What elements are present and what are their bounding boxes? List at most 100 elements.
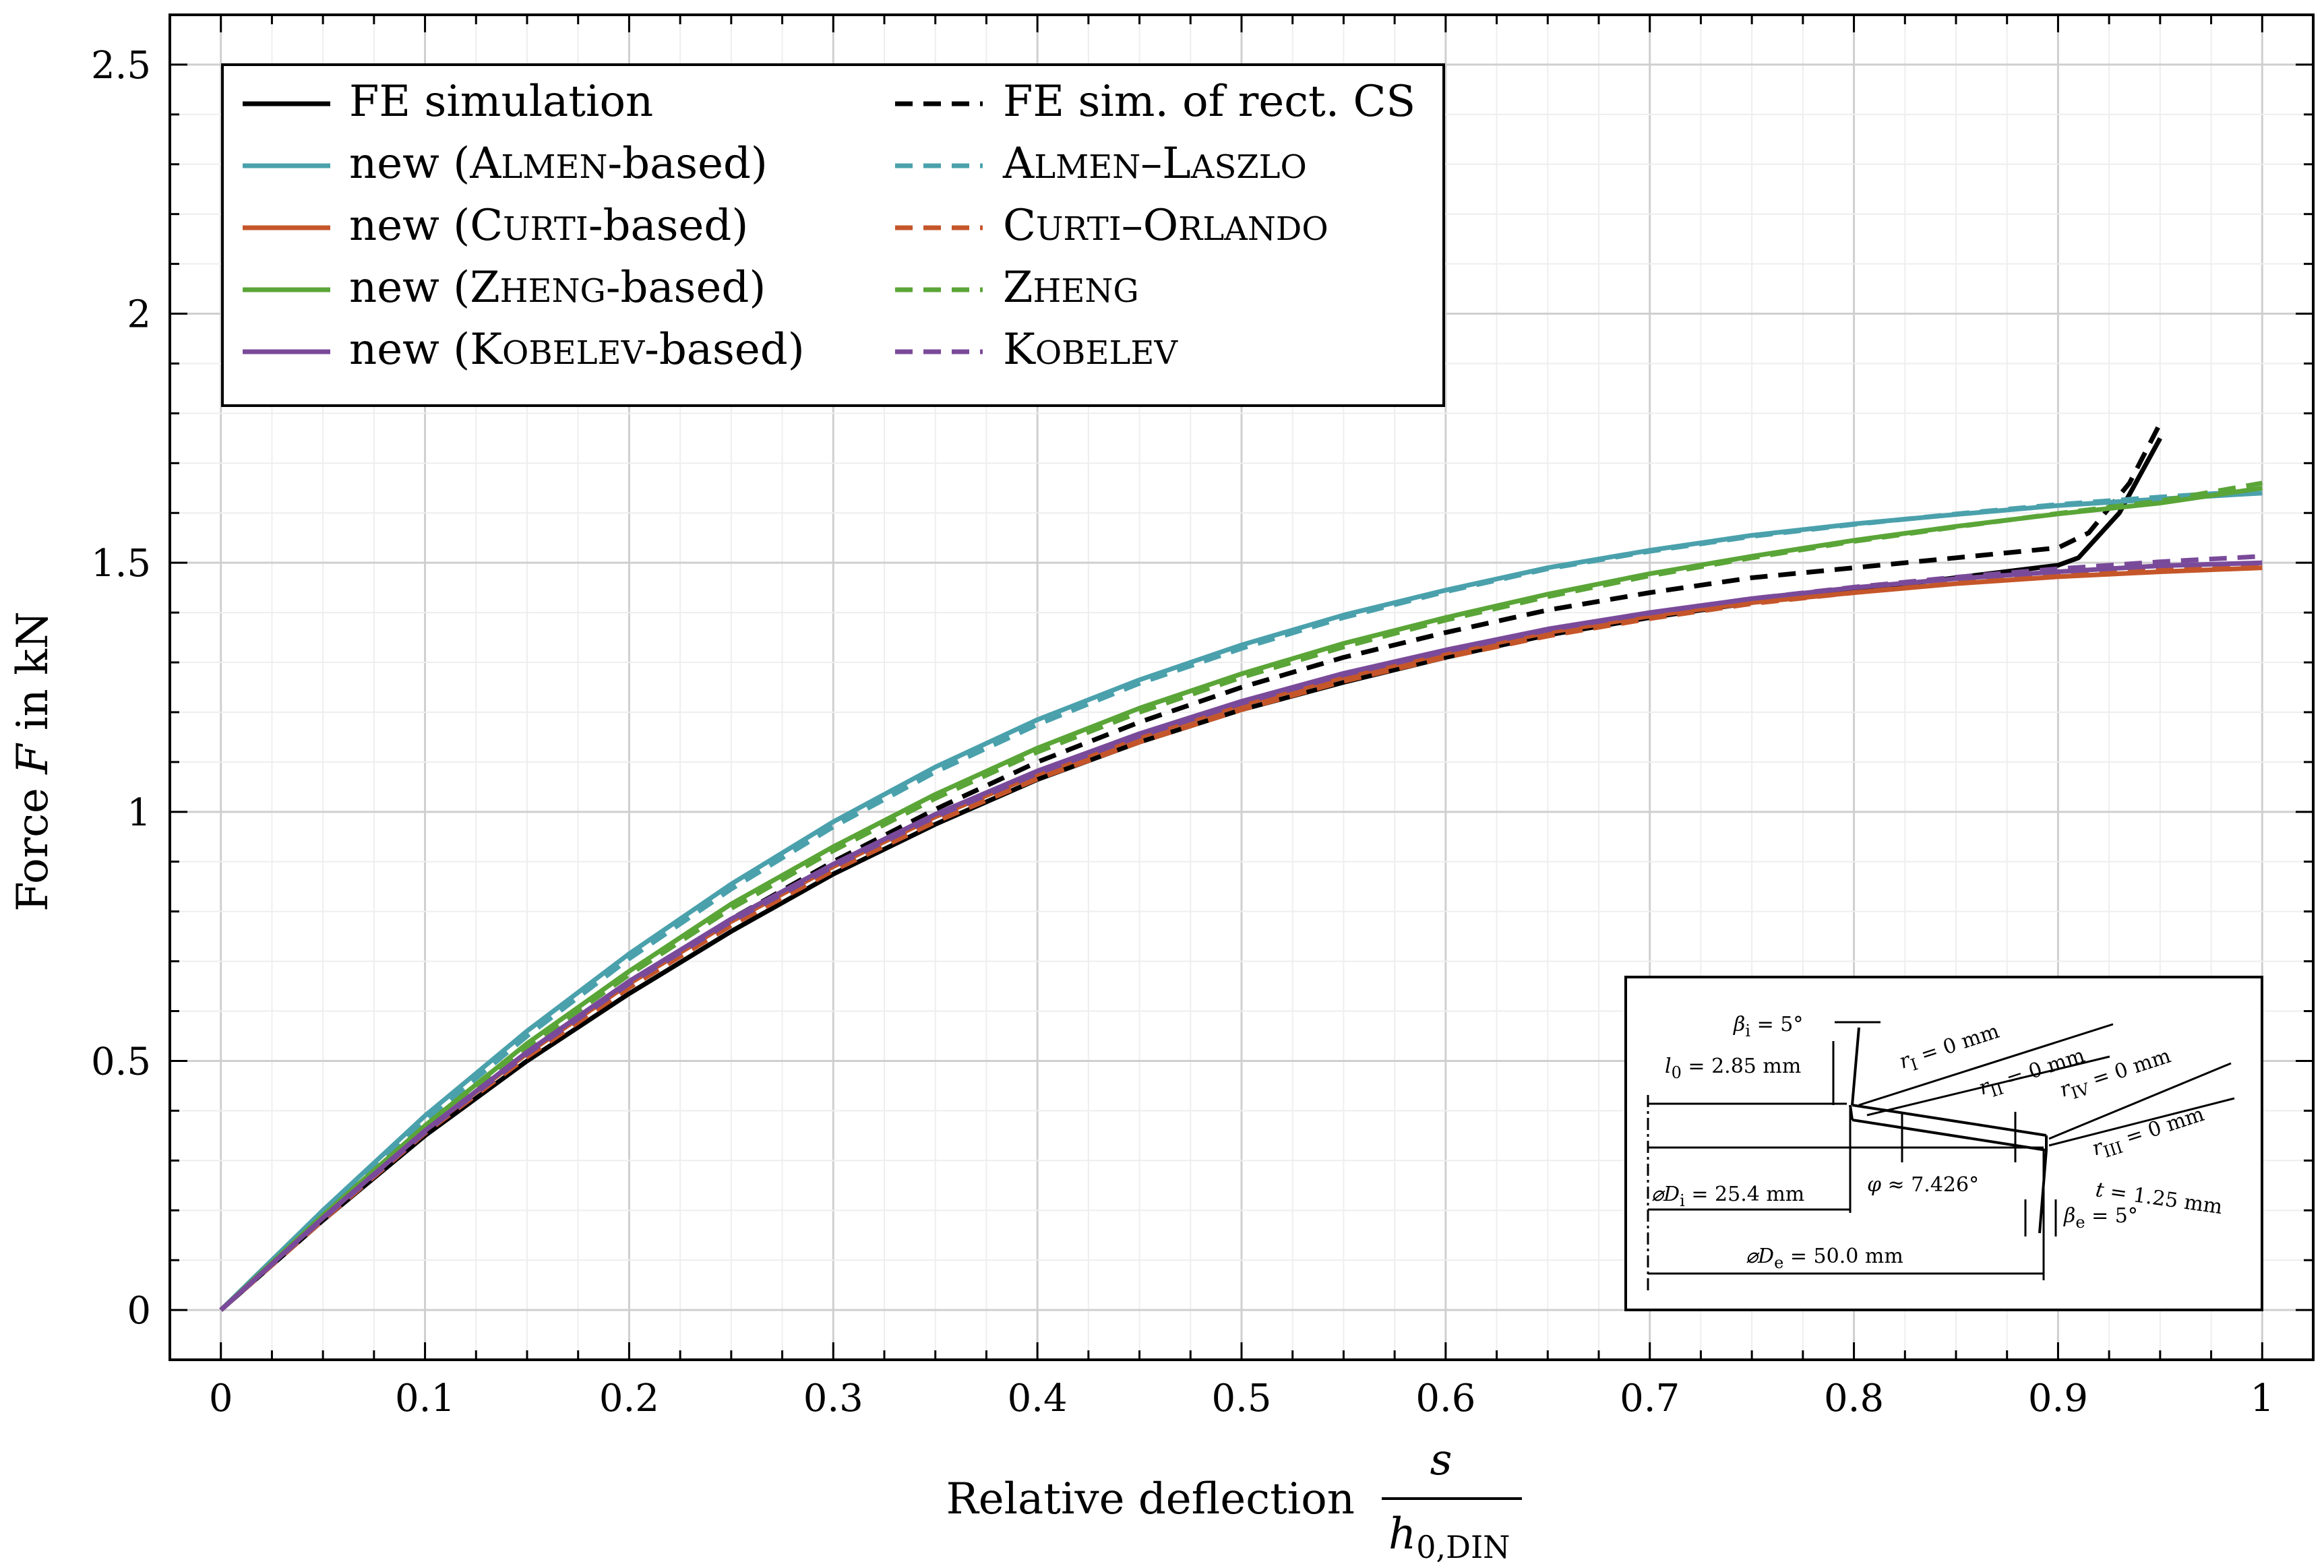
x-tick-label: 0 xyxy=(209,1377,233,1420)
inset-label: l0 = 2.85 mm xyxy=(1665,1055,1801,1082)
y-tick-label: 1.5 xyxy=(91,542,151,586)
inset-label-subscript: 0 xyxy=(1672,1063,1682,1082)
legend-label: FE sim. of rect. CS xyxy=(1003,77,1415,127)
inset-label-symbol: ⌀D xyxy=(1746,1245,1774,1268)
legend-label-part: new ( xyxy=(349,263,470,313)
legend-label-name-smallcaps: HENG xyxy=(500,272,606,310)
series-line-6 xyxy=(219,561,2263,1312)
legend-label-name-initial: Z xyxy=(470,263,499,313)
legend-label-name-initial: C xyxy=(470,201,503,251)
inset-line xyxy=(1858,1023,2114,1106)
legend-label-part: new ( xyxy=(349,201,470,251)
series-line-3 xyxy=(219,491,2263,1312)
legend-label: KOBELEV xyxy=(1003,325,1178,375)
inset-label-subscript: i xyxy=(1680,1191,1685,1210)
y-axis-title-prefix: Force xyxy=(8,774,58,912)
legend-label: ZHENG xyxy=(1003,263,1139,313)
inset-label-symbol: ⌀D xyxy=(1651,1183,1680,1206)
y-tick-label: 0 xyxy=(127,1289,151,1333)
legend-label-part: -based) xyxy=(588,201,748,251)
legend-label-part: -based) xyxy=(644,325,804,375)
legend-label-name-initial: K xyxy=(470,325,503,375)
legend-label-part: new ( xyxy=(349,325,470,375)
legend-box xyxy=(221,63,1445,407)
inset-label: βe = 5° xyxy=(2063,1204,2138,1232)
inset-label-value: = 50.0 mm xyxy=(1783,1245,1903,1268)
legend-label-name-initial: L xyxy=(1162,139,1191,189)
inset-line xyxy=(1851,1027,1860,1106)
legend-label-name-initial: O xyxy=(1143,201,1178,251)
x-tick-label: 0.3 xyxy=(803,1377,863,1420)
series-line-8 xyxy=(219,480,2263,1312)
y-axis-title-suffix: in kN xyxy=(8,611,58,744)
legend-label-part: – xyxy=(1122,201,1143,251)
legend-label-name-smallcaps: URTI xyxy=(1036,210,1122,248)
legend-label: new (KOBELEV-based) xyxy=(349,325,805,375)
x-tick-label: 0.4 xyxy=(1008,1377,1068,1420)
inset-label-value: = 2.85 mm xyxy=(1682,1055,1801,1078)
legend-label-name-smallcaps: LMEN xyxy=(501,148,607,186)
y-tick-label: 2 xyxy=(127,293,151,337)
legend-label-name-smallcaps: RLANDO xyxy=(1178,210,1328,248)
legend-label: new (CURTI-based) xyxy=(349,201,748,251)
inset-label-value: = 5° xyxy=(1750,1013,1803,1036)
x-tick-label: 1 xyxy=(2250,1377,2274,1420)
legend-label-part: – xyxy=(1140,139,1162,189)
legend-label-name-initial: K xyxy=(1003,325,1036,375)
legend-label: new (ZHENG-based) xyxy=(349,263,766,313)
inset-label-symbol: β xyxy=(2063,1204,2075,1228)
legend-label-name-smallcaps: OBELEV xyxy=(1035,334,1179,372)
x-axis-fraction-h: h xyxy=(1388,1509,1416,1559)
inset-line xyxy=(1866,1055,2110,1117)
inset-label: βi = 5° xyxy=(1733,1013,1803,1040)
legend-label-part: FE simulation xyxy=(349,77,653,127)
x-tick-label: 0.5 xyxy=(1211,1377,1271,1420)
inset-label-subscript: e xyxy=(2075,1213,2085,1232)
ticks: 0 0.1 0.2 0.3 0.4 0.5 0.6 0.7 0.8 0.9 1 0 0.5 1 1.5 2 2.… xyxy=(91,15,2313,1420)
legend-label-part: FE sim. of rect. CS xyxy=(1003,77,1415,127)
inset-label: ⌀Di = 25.4 mm xyxy=(1651,1183,1804,1210)
inset-line xyxy=(2048,1062,2232,1140)
legend-label-name-smallcaps: URTI xyxy=(503,210,588,248)
legend-label: CURTI–ORLANDO xyxy=(1003,201,1328,251)
inset-label-subscript: i xyxy=(1745,1022,1750,1040)
inset-label: φ ≈ 7.426° xyxy=(1867,1173,1979,1197)
x-axis-fraction-denominator: h0,DIN xyxy=(1388,1509,1510,1565)
inset-label: ⌀De = 50.0 mm xyxy=(1746,1245,1903,1272)
x-axis-title: Relative deflection s h0,DIN xyxy=(946,1435,1522,1565)
x-tick-label: 0.1 xyxy=(395,1377,455,1420)
inset-box xyxy=(1624,976,2263,1311)
x-axis-fraction-numerator: s xyxy=(1430,1435,1452,1485)
inset-label-subscript: e xyxy=(1774,1253,1783,1272)
legend-label-part: -based) xyxy=(607,139,767,189)
inset-label-symbol: β xyxy=(1733,1013,1745,1036)
series-line-10 xyxy=(219,554,2263,1312)
inset-label-value: = 5° xyxy=(2085,1204,2138,1228)
x-axis-title-text: Relative deflection xyxy=(946,1474,1355,1524)
legend-label-name-initial: A xyxy=(1002,139,1035,189)
legend-label: new (ALMEN-based) xyxy=(349,139,768,189)
x-tick-label: 0.9 xyxy=(2028,1377,2088,1420)
legend-label: ALMEN–LASZLO xyxy=(1002,139,1307,189)
inset-label-value: ≈ 7.426° xyxy=(1881,1173,1979,1197)
legend-label-name-initial: Z xyxy=(1003,263,1033,313)
legend-label-name-initial: C xyxy=(1003,201,1036,251)
y-axis-title: Force F in kN xyxy=(8,611,58,912)
y-tick-label: 1 xyxy=(127,791,151,835)
inset-line xyxy=(1852,1119,2047,1152)
legend-label-part: -based) xyxy=(606,263,766,313)
y-axis-title-variable: F xyxy=(8,743,58,775)
inset-label-symbol: φ xyxy=(1867,1173,1881,1197)
x-tick-label: 0.7 xyxy=(1620,1377,1680,1420)
x-tick-label: 0.6 xyxy=(1415,1377,1475,1420)
inset-line xyxy=(2048,1097,2235,1147)
series-group xyxy=(219,422,2263,1312)
x-tick-label: 0.2 xyxy=(599,1377,659,1420)
legend-label-name-smallcaps: LMEN xyxy=(1034,148,1140,186)
x-axis-fraction-subscript: 0,DIN xyxy=(1416,1529,1510,1565)
legend-label-name-smallcaps: HENG xyxy=(1033,272,1138,310)
legend-label-part: new ( xyxy=(349,139,470,189)
